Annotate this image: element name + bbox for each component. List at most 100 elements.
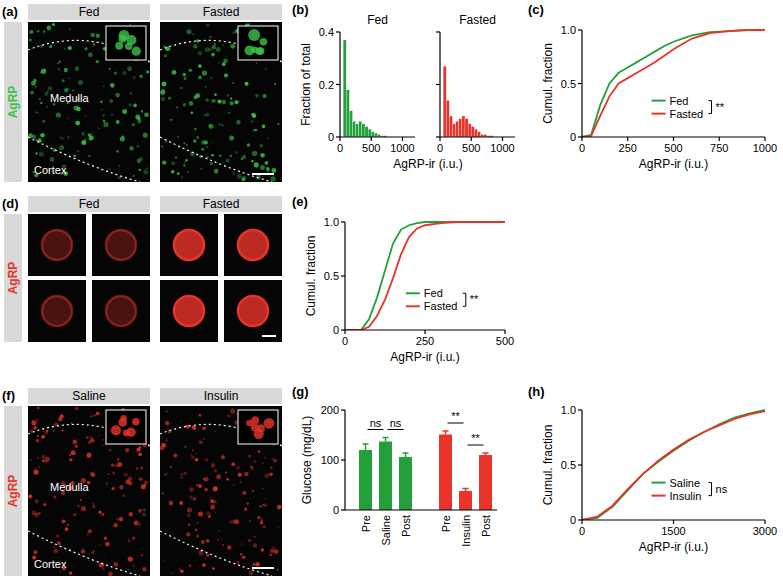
signal-speck bbox=[53, 430, 55, 432]
scale-bar bbox=[252, 173, 274, 175]
signal-speck bbox=[138, 169, 139, 170]
micrograph bbox=[160, 22, 282, 182]
signal-speck bbox=[37, 407, 39, 409]
signal-speck bbox=[224, 73, 228, 77]
x-tick bbox=[764, 520, 765, 524]
signal-speck bbox=[35, 152, 38, 155]
signal-speck bbox=[169, 501, 174, 506]
signal-speck bbox=[35, 86, 37, 88]
signal-speck bbox=[116, 518, 119, 521]
signal-speck bbox=[213, 486, 218, 491]
signal-speck bbox=[198, 51, 202, 55]
signal-speck bbox=[205, 488, 208, 491]
x-axis bbox=[440, 136, 515, 137]
signal-speck bbox=[267, 137, 269, 139]
signal-speck bbox=[68, 118, 69, 119]
micrograph bbox=[28, 406, 150, 576]
signal-speck bbox=[269, 553, 272, 556]
error-bar bbox=[383, 438, 389, 442]
signal-speck bbox=[242, 556, 246, 560]
signal-speck bbox=[137, 119, 141, 123]
signal-speck bbox=[109, 168, 110, 169]
y-tick-label: 0 bbox=[328, 131, 334, 143]
signal-speck bbox=[103, 85, 105, 87]
signal-speck bbox=[212, 567, 215, 570]
x-tick-label: Post bbox=[400, 515, 412, 537]
signal-speck bbox=[181, 176, 183, 178]
signal-speck bbox=[90, 438, 95, 443]
cell bbox=[42, 230, 72, 260]
signal-speck bbox=[274, 83, 276, 85]
signal-speck bbox=[91, 33, 96, 38]
signal-speck bbox=[52, 23, 55, 26]
signal-speck bbox=[71, 450, 76, 455]
x-tick bbox=[402, 137, 403, 141]
signal-speck bbox=[160, 446, 165, 451]
signal-speck bbox=[89, 136, 94, 141]
signal-speck bbox=[81, 506, 86, 511]
legend-label: Saline bbox=[670, 477, 701, 489]
micrograph-panel: (d)AgRPFedFasted bbox=[2, 196, 282, 342]
panel-label: (b) bbox=[292, 2, 309, 17]
signal-speck bbox=[210, 77, 212, 79]
inset-cell bbox=[246, 420, 253, 427]
condition-header bbox=[160, 4, 282, 20]
signal-speck bbox=[202, 70, 207, 75]
hist-bar bbox=[453, 124, 456, 137]
signal-speck bbox=[144, 112, 149, 117]
y-tick-label: 0.4 bbox=[319, 26, 334, 38]
panel-label: (d) bbox=[2, 196, 19, 211]
signal-speck bbox=[183, 471, 187, 475]
error-bar bbox=[483, 453, 489, 455]
signal-speck bbox=[189, 487, 194, 492]
legend-swatch bbox=[652, 113, 666, 115]
hist-bar bbox=[343, 40, 346, 137]
legend-label: Fed bbox=[424, 287, 443, 299]
y-tick bbox=[578, 409, 582, 410]
signal-speck bbox=[259, 505, 262, 508]
x-tick-label: Pre bbox=[360, 515, 372, 532]
signal-speck bbox=[137, 145, 140, 148]
signal-speck bbox=[177, 172, 180, 175]
signal-speck bbox=[193, 44, 197, 48]
axes: 00.20.405001000Fraction of totalAgRP-ir … bbox=[292, 2, 463, 171]
cell-image bbox=[92, 214, 150, 276]
signal-speck bbox=[88, 155, 90, 157]
signal-speck bbox=[216, 474, 221, 479]
stain-label: AgRP bbox=[6, 475, 20, 508]
signal-speck bbox=[30, 459, 32, 461]
signal-speck bbox=[29, 39, 32, 42]
signal-speck bbox=[208, 124, 213, 129]
series-line bbox=[582, 30, 765, 137]
cell-image bbox=[224, 280, 282, 342]
hist-bar bbox=[474, 129, 477, 137]
inset-cell bbox=[126, 428, 135, 437]
region-boundary bbox=[160, 531, 272, 576]
signal-speck bbox=[254, 162, 259, 167]
signal-speck bbox=[242, 176, 247, 181]
x-tick bbox=[719, 137, 720, 141]
signal-speck bbox=[218, 123, 221, 126]
hist-bar bbox=[462, 116, 465, 137]
condition-header bbox=[28, 196, 150, 212]
signal-speck bbox=[266, 505, 267, 506]
bar bbox=[379, 442, 392, 511]
inset-cell bbox=[132, 47, 141, 56]
x-tick bbox=[339, 137, 340, 141]
cell-image bbox=[160, 214, 218, 276]
signal-speck bbox=[100, 544, 101, 545]
axes: 0100200Glucose (mg/dL)(g) bbox=[292, 384, 345, 516]
signal-speck bbox=[60, 137, 61, 138]
inset-cell bbox=[132, 418, 140, 426]
legend-label: Fed bbox=[670, 95, 689, 107]
signal-speck bbox=[59, 570, 61, 572]
micrograph-panel: (a)AgRPFedMedullaCortexFasted bbox=[2, 4, 282, 182]
legend: FedFasted** bbox=[652, 95, 725, 120]
x-tick bbox=[581, 520, 582, 524]
x-tick-label: Insulin bbox=[460, 515, 472, 547]
signal-speck bbox=[180, 87, 182, 89]
signal-speck bbox=[252, 468, 254, 470]
signal-speck bbox=[256, 63, 257, 64]
signal-speck bbox=[217, 100, 221, 104]
signal-speck bbox=[262, 525, 265, 528]
